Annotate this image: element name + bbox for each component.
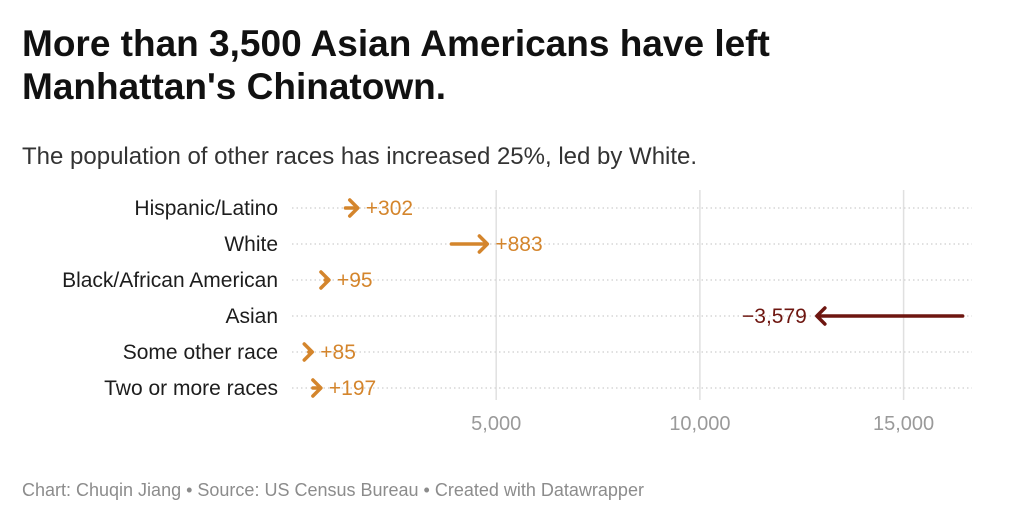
category-label: Black/African American — [62, 269, 278, 292]
footer-separator: • — [418, 480, 435, 500]
x-tick-label: 15,000 — [873, 413, 934, 435]
value-label: +85 — [320, 341, 356, 364]
arrow-head — [319, 270, 331, 290]
category-label: Two or more races — [104, 377, 278, 400]
value-label: +95 — [337, 269, 373, 292]
chart-subtitle: The population of other races has increa… — [22, 143, 698, 170]
category-label: White — [224, 233, 278, 256]
footer-credit: Chart: Chuqin Jiang — [22, 480, 182, 500]
chart-footer: Chart: Chuqin Jiang • Source: US Census … — [22, 478, 644, 502]
category-label: Asian — [225, 305, 278, 328]
value-label: +883 — [495, 233, 542, 256]
x-tick-label: 5,000 — [471, 413, 521, 435]
value-label: −3,579 — [742, 305, 807, 328]
x-tick-label: 10,000 — [669, 413, 730, 435]
footer-created-with: Created with Datawrapper — [434, 480, 644, 500]
value-label: +302 — [366, 197, 413, 220]
category-label: Some other race — [123, 341, 278, 364]
footer-separator: • — [181, 480, 198, 500]
value-label: +197 — [329, 377, 376, 400]
footer-source: Source: US Census Bureau — [197, 480, 419, 500]
arrow-head — [477, 234, 490, 254]
arrow-head — [302, 342, 315, 362]
chart-title: More than 3,500 Asian Americans have lef… — [22, 23, 770, 107]
arrow-chart: 5,000 10,000 15,000 Hispanic/Latino +302 Whit… — [62, 190, 972, 435]
category-label: Hispanic/Latino — [134, 197, 278, 220]
arrow-head — [348, 198, 360, 218]
arrow-head — [815, 306, 827, 326]
arrow-head — [311, 378, 323, 398]
